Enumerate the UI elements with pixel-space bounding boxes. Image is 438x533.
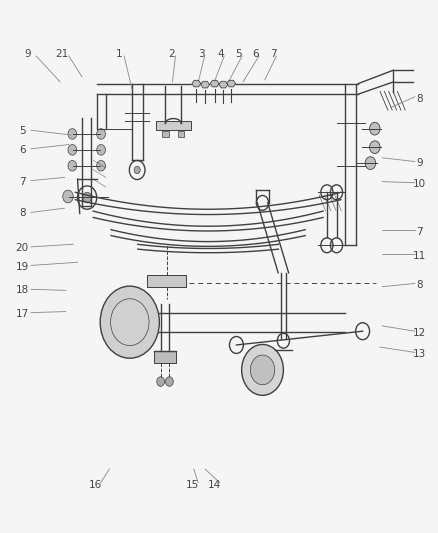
Text: 8: 8 <box>416 280 423 290</box>
Circle shape <box>157 377 165 386</box>
FancyBboxPatch shape <box>147 275 186 287</box>
Text: 1: 1 <box>116 50 122 59</box>
Polygon shape <box>201 82 209 88</box>
Circle shape <box>68 160 77 171</box>
Bar <box>178 131 184 137</box>
Text: 21: 21 <box>56 50 69 59</box>
Text: 9: 9 <box>416 158 423 168</box>
Circle shape <box>166 377 173 386</box>
FancyBboxPatch shape <box>156 121 191 130</box>
Text: 18: 18 <box>16 285 29 295</box>
Text: 16: 16 <box>88 480 102 490</box>
Text: 2: 2 <box>168 50 174 59</box>
Text: 19: 19 <box>16 262 29 271</box>
Text: 6: 6 <box>253 50 259 59</box>
Circle shape <box>100 286 159 358</box>
Text: 11: 11 <box>413 251 426 261</box>
Circle shape <box>68 128 77 139</box>
Text: 12: 12 <box>413 328 426 338</box>
Text: 15: 15 <box>186 480 200 490</box>
Circle shape <box>63 190 73 203</box>
Circle shape <box>365 157 376 169</box>
Circle shape <box>83 192 92 203</box>
Text: 3: 3 <box>198 50 205 59</box>
Circle shape <box>97 128 106 139</box>
Text: 8: 8 <box>19 208 25 219</box>
Circle shape <box>242 344 283 395</box>
Text: 8: 8 <box>416 94 423 104</box>
Text: 5: 5 <box>19 126 25 136</box>
Circle shape <box>97 160 106 171</box>
Polygon shape <box>219 82 228 88</box>
Text: 9: 9 <box>24 50 31 59</box>
Text: 7: 7 <box>270 50 277 59</box>
Polygon shape <box>210 80 219 87</box>
Circle shape <box>134 166 140 174</box>
Circle shape <box>97 144 106 155</box>
Text: 10: 10 <box>413 179 426 189</box>
Polygon shape <box>192 80 201 87</box>
Polygon shape <box>227 80 236 87</box>
Text: 14: 14 <box>208 480 221 490</box>
Bar <box>162 131 169 137</box>
Circle shape <box>370 141 380 154</box>
Text: 17: 17 <box>16 309 29 319</box>
FancyBboxPatch shape <box>154 351 176 363</box>
Text: 6: 6 <box>19 145 25 155</box>
Text: 13: 13 <box>413 349 426 359</box>
Text: 7: 7 <box>19 176 25 187</box>
Text: 20: 20 <box>16 243 29 253</box>
Text: 4: 4 <box>218 50 225 59</box>
Text: 7: 7 <box>416 227 423 237</box>
Circle shape <box>251 355 275 385</box>
Text: 5: 5 <box>235 50 242 59</box>
Circle shape <box>68 144 77 155</box>
Circle shape <box>370 122 380 135</box>
